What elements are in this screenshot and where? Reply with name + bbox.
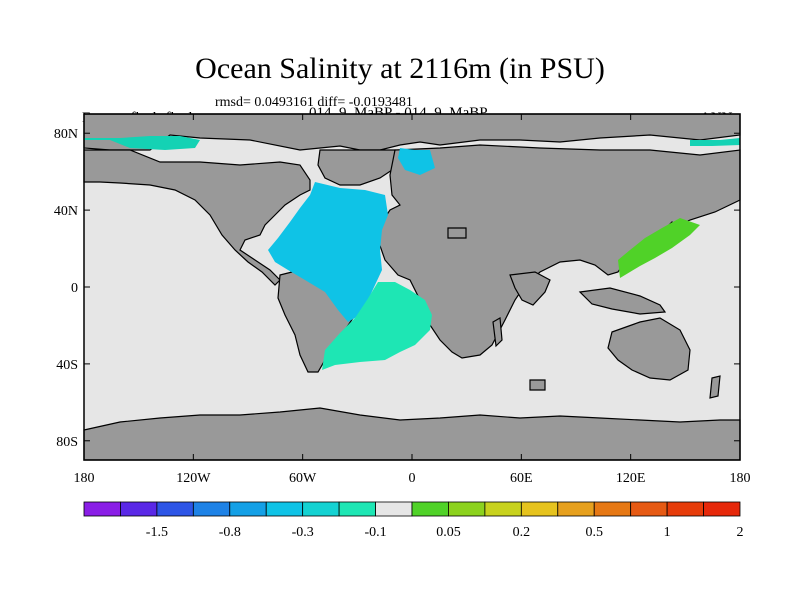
colorbar-swatch <box>229 501 267 517</box>
colorbar-swatch <box>265 501 304 517</box>
plot-title: Ocean Salinity at 2116m (in PSU) <box>195 52 605 85</box>
colorbar-swatch <box>83 501 121 517</box>
small-island-pacific <box>447 227 467 239</box>
arctic-teal-east <box>690 138 740 146</box>
x-tick-label: 60E <box>510 471 533 486</box>
x-tick-label: 60W <box>289 471 317 486</box>
colorbar-label: -0.8 <box>219 525 241 540</box>
salinity-anomaly-regions <box>84 136 740 370</box>
y-tick-label: 40N <box>54 204 78 219</box>
arctic-cyan-region <box>398 148 435 175</box>
y-tick-label: 40S <box>56 358 78 373</box>
colorbar-swatch <box>520 501 559 517</box>
y-tick-label: 0 <box>71 281 78 296</box>
colorbar-label: -1.5 <box>146 525 168 540</box>
se-asia-islands <box>578 287 667 315</box>
colorbar: -1.5 -0.8 -0.3 -0.1 0.05 0.2 0.5 1 2 <box>83 501 744 540</box>
x-tick-label: 0 <box>409 471 416 486</box>
colorbar-swatch <box>302 501 340 517</box>
rmsd-diff-stats: rmsd= 0.0493161 diff= -0.0193481 <box>215 95 413 110</box>
antarctica <box>83 407 741 461</box>
x-tick-label: 180 <box>730 471 751 486</box>
colorbar-swatch <box>703 501 741 517</box>
arctic-teal-region <box>84 136 200 150</box>
colorbar-swatch <box>411 501 449 517</box>
map-panel <box>83 113 741 461</box>
colorbar-label: -0.3 <box>292 525 314 540</box>
colorbar-label: 0.5 <box>585 525 603 540</box>
x-tick-label: 120E <box>616 471 646 486</box>
colorbar-label: 0.05 <box>436 525 461 540</box>
x-tick-label: 180 <box>74 471 95 486</box>
colorbar-swatch <box>484 501 522 517</box>
new-zealand <box>709 375 721 399</box>
colorbar-swatch <box>156 501 194 517</box>
west-pacific-green-region <box>618 218 700 278</box>
colorbar-swatch <box>120 501 158 517</box>
y-tick-label: 80S <box>56 435 78 450</box>
australia <box>607 317 691 381</box>
x-tick-label: 120W <box>176 471 211 486</box>
south-atlantic-teal-region <box>322 282 432 370</box>
colorbar-label: -0.1 <box>364 525 386 540</box>
colorbar-swatch <box>448 501 486 517</box>
colorbar-label: 1 <box>664 525 671 540</box>
land-masses <box>83 113 741 461</box>
small-island-south-atlantic <box>529 379 546 391</box>
colorbar-swatch <box>338 501 376 517</box>
y-tick-label: 80N <box>54 127 78 142</box>
colorbar-swatch <box>192 501 231 517</box>
colorbar-swatch <box>630 501 668 517</box>
colorbar-swatch <box>593 501 632 517</box>
x-axis-ticks: 180 120W 60W 0 60E 120E 180 <box>74 114 751 486</box>
eurasia-africa <box>377 144 741 359</box>
colorbar-swatch <box>375 501 413 517</box>
colorbar-swatch <box>666 501 704 517</box>
india <box>509 271 551 306</box>
atlantic-cyan-region <box>268 182 388 322</box>
colorbar-swatch <box>557 501 595 517</box>
north-america <box>83 149 311 286</box>
y-axis-ticks: 80N 40N 0 40S 80S <box>54 127 740 450</box>
colorbar-label: 2 <box>737 525 744 540</box>
madagascar <box>492 317 503 348</box>
colorbar-label: 0.2 <box>513 525 531 540</box>
